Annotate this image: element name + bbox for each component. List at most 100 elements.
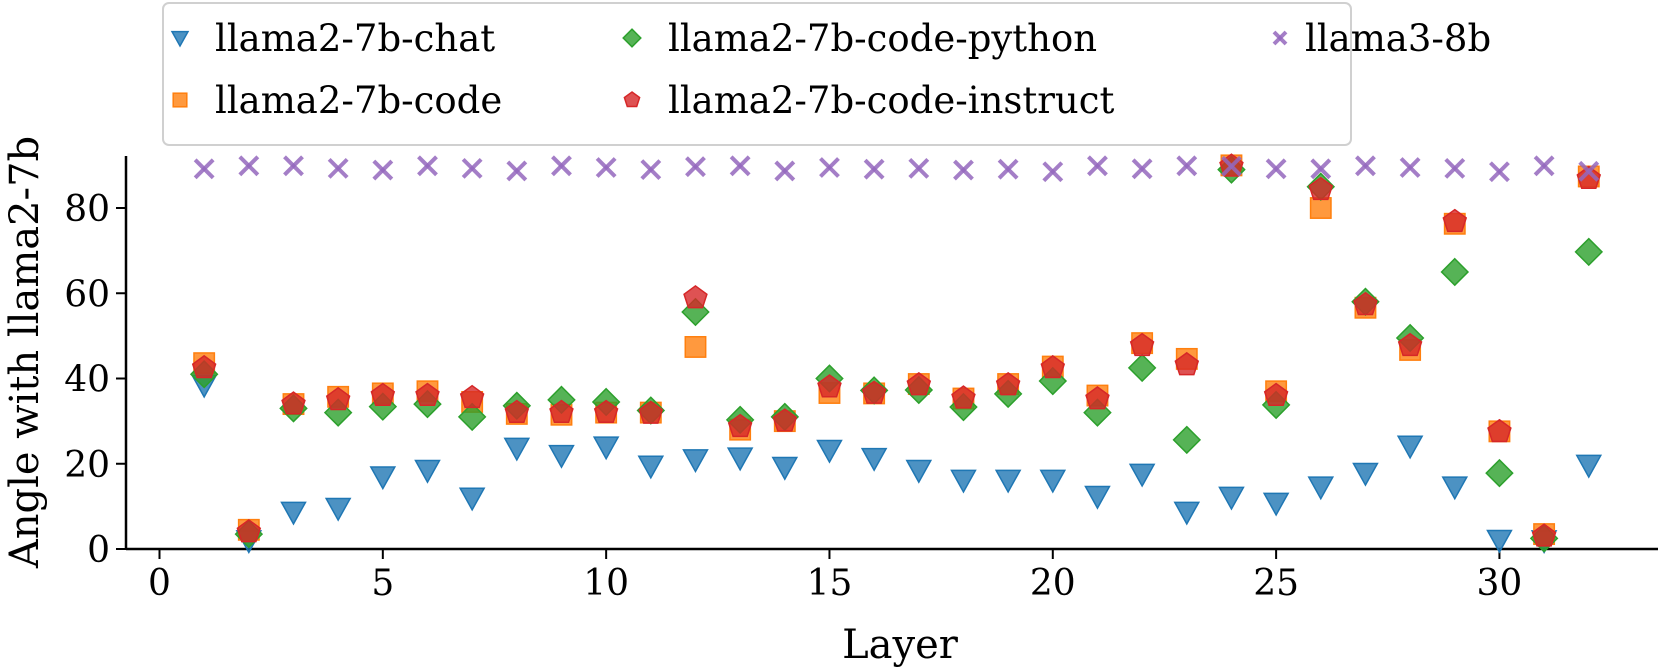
data-point — [1262, 492, 1290, 517]
data-point — [1355, 155, 1376, 177]
data-point — [684, 336, 707, 358]
legend-item: llama2-7b-code — [172, 79, 502, 122]
data-point — [1263, 382, 1289, 407]
data-point — [817, 374, 842, 398]
data-point — [1353, 291, 1378, 316]
x-tick-label: 20 — [1030, 563, 1076, 604]
data-points — [189, 153, 1604, 555]
data-point — [1176, 155, 1198, 177]
data-point — [372, 159, 394, 181]
legend-marker-x-icon — [1272, 30, 1288, 46]
x-tick-label: 25 — [1253, 563, 1299, 604]
x-tick-label: 15 — [807, 563, 853, 604]
data-point — [908, 157, 930, 179]
data-point — [325, 386, 351, 411]
y-tick-label: 80 — [64, 189, 110, 230]
data-point — [1221, 155, 1242, 177]
data-point — [953, 159, 974, 181]
series-llama2-7b-code-instruct — [191, 153, 1602, 547]
legend-marker-diamond-icon — [622, 28, 642, 48]
x-stroke — [1310, 158, 1332, 180]
data-point — [415, 382, 440, 407]
legend-frame — [162, 2, 1352, 146]
data-point — [682, 449, 709, 474]
legend-label: llama3-8b — [1305, 17, 1491, 60]
data-point — [1487, 418, 1512, 443]
data-point — [1308, 176, 1334, 201]
data-point — [281, 391, 306, 415]
y-tick-label: 60 — [64, 274, 110, 315]
y-axis-label: Angle with llama2-7b — [2, 136, 48, 569]
data-point — [1310, 158, 1332, 180]
data-point — [860, 447, 888, 472]
x-tick-label: 5 — [371, 563, 394, 604]
data-point — [1578, 160, 1600, 182]
data-point — [1397, 332, 1423, 357]
data-point — [283, 155, 304, 177]
data-point — [1440, 257, 1470, 287]
x-stroke — [640, 159, 662, 181]
x-stroke — [461, 157, 483, 179]
data-point — [772, 408, 798, 432]
x-stroke — [417, 155, 438, 177]
data-point — [457, 402, 487, 432]
data-point — [637, 455, 665, 480]
data-point — [1489, 161, 1510, 183]
data-point — [503, 437, 531, 462]
data-point — [459, 384, 485, 409]
x-stroke — [1355, 155, 1376, 177]
x-stroke — [283, 155, 304, 177]
data-point — [1575, 454, 1603, 479]
data-point — [549, 399, 574, 424]
x-stroke — [774, 160, 796, 182]
series-llama3-8b — [193, 155, 1600, 183]
data-point — [369, 466, 397, 491]
data-point — [238, 155, 260, 177]
data-point — [324, 497, 352, 522]
legend-label: llama2-7b-code — [215, 79, 502, 122]
data-point — [370, 382, 396, 407]
legend-label: llama2-7b-code-instruct — [668, 79, 1114, 122]
data-point — [1441, 476, 1469, 501]
x-stroke — [685, 156, 706, 178]
x-stroke — [1533, 155, 1555, 177]
data-point — [726, 447, 754, 472]
data-point — [280, 501, 307, 526]
data-point — [1174, 351, 1200, 376]
data-point — [1442, 208, 1468, 233]
data-point — [683, 285, 708, 309]
x-stroke — [1087, 155, 1108, 177]
data-point — [1218, 486, 1245, 511]
data-point — [1040, 354, 1066, 379]
x-stroke — [1489, 161, 1510, 183]
x-stroke — [193, 158, 215, 180]
legend-marker-triangle-down-icon — [170, 30, 190, 48]
data-point — [951, 385, 976, 409]
data-point — [1127, 353, 1157, 383]
x-stroke — [1399, 157, 1421, 178]
x-stroke — [1272, 30, 1288, 46]
data-point — [1485, 458, 1514, 488]
data-point — [819, 157, 840, 178]
data-point — [905, 459, 933, 484]
data-point — [1265, 158, 1287, 180]
x-stroke — [372, 159, 394, 181]
data-point — [1085, 386, 1110, 410]
data-point — [593, 399, 619, 424]
x-stroke — [1221, 155, 1242, 177]
data-point — [1173, 501, 1201, 526]
x-stroke — [1176, 155, 1198, 177]
data-point — [414, 459, 441, 484]
data-point — [1129, 332, 1155, 357]
legend-marker-square-icon — [172, 92, 188, 108]
x-stroke — [729, 155, 751, 177]
x-stroke — [551, 155, 572, 177]
data-point — [950, 469, 977, 494]
x-stroke — [863, 158, 885, 180]
legend-label: llama2-7b-chat — [215, 17, 495, 60]
data-point — [458, 487, 486, 512]
series-llama2-7b-chat — [190, 374, 1603, 555]
data-point — [1084, 485, 1111, 510]
data-point — [506, 160, 528, 182]
data-point — [1039, 469, 1067, 494]
